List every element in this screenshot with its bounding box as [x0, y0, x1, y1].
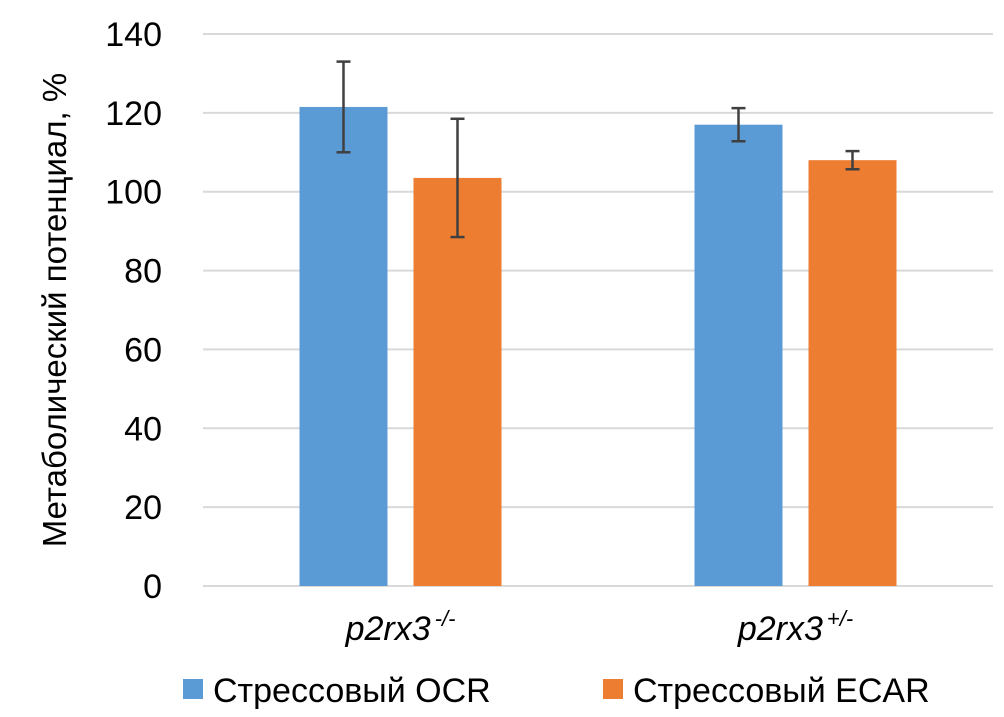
legend: Стрессовый OCR Стрессовый ECAR [183, 672, 930, 710]
y-tick-label-80: 80 [124, 253, 162, 291]
y-tick-label-140: 140 [105, 16, 162, 54]
error-bar-ecar-2 [845, 149, 860, 171]
bar-ecar-2 [808, 160, 897, 586]
error-bars [336, 60, 860, 239]
y-tick-label-40: 40 [124, 410, 162, 448]
y-tick-label-0: 0 [143, 568, 162, 606]
bars [299, 106, 897, 586]
legend-item-ocr: Стрессовый OCR [183, 672, 491, 710]
legend-item-ecar: Стрессовый ECAR [603, 672, 930, 710]
legend-swatch-ocr [183, 679, 203, 699]
y-tick-label-20: 20 [124, 489, 162, 527]
bar-ocr-2 [694, 124, 783, 586]
x-category-label-2: p2rx3 +/- [737, 606, 853, 648]
error-bar-ecar-1 [450, 117, 465, 239]
x-category-label-1: p2rx3 -/- [345, 606, 456, 648]
legend-swatch-ecar [603, 679, 623, 699]
y-axis-tick-labels: 0 20 40 60 80 100 120 140 [105, 16, 162, 606]
x-axis-category-labels: p2rx3 -/- p2rx3 +/- [345, 606, 854, 648]
y-tick-label-120: 120 [105, 95, 162, 133]
error-bar-ocr-1 [336, 60, 351, 154]
bar-ocr-1 [299, 106, 388, 586]
y-tick-label-60: 60 [124, 331, 162, 369]
legend-label-ecar: Стрессовый ECAR [633, 672, 930, 710]
y-axis-label: Метаболический потенциал, % [36, 73, 73, 547]
legend-label-ocr: Стрессовый OCR [213, 672, 491, 710]
y-tick-label-100: 100 [105, 174, 162, 212]
bar-ecar-1 [413, 177, 502, 586]
error-bar-ocr-2 [731, 106, 746, 143]
